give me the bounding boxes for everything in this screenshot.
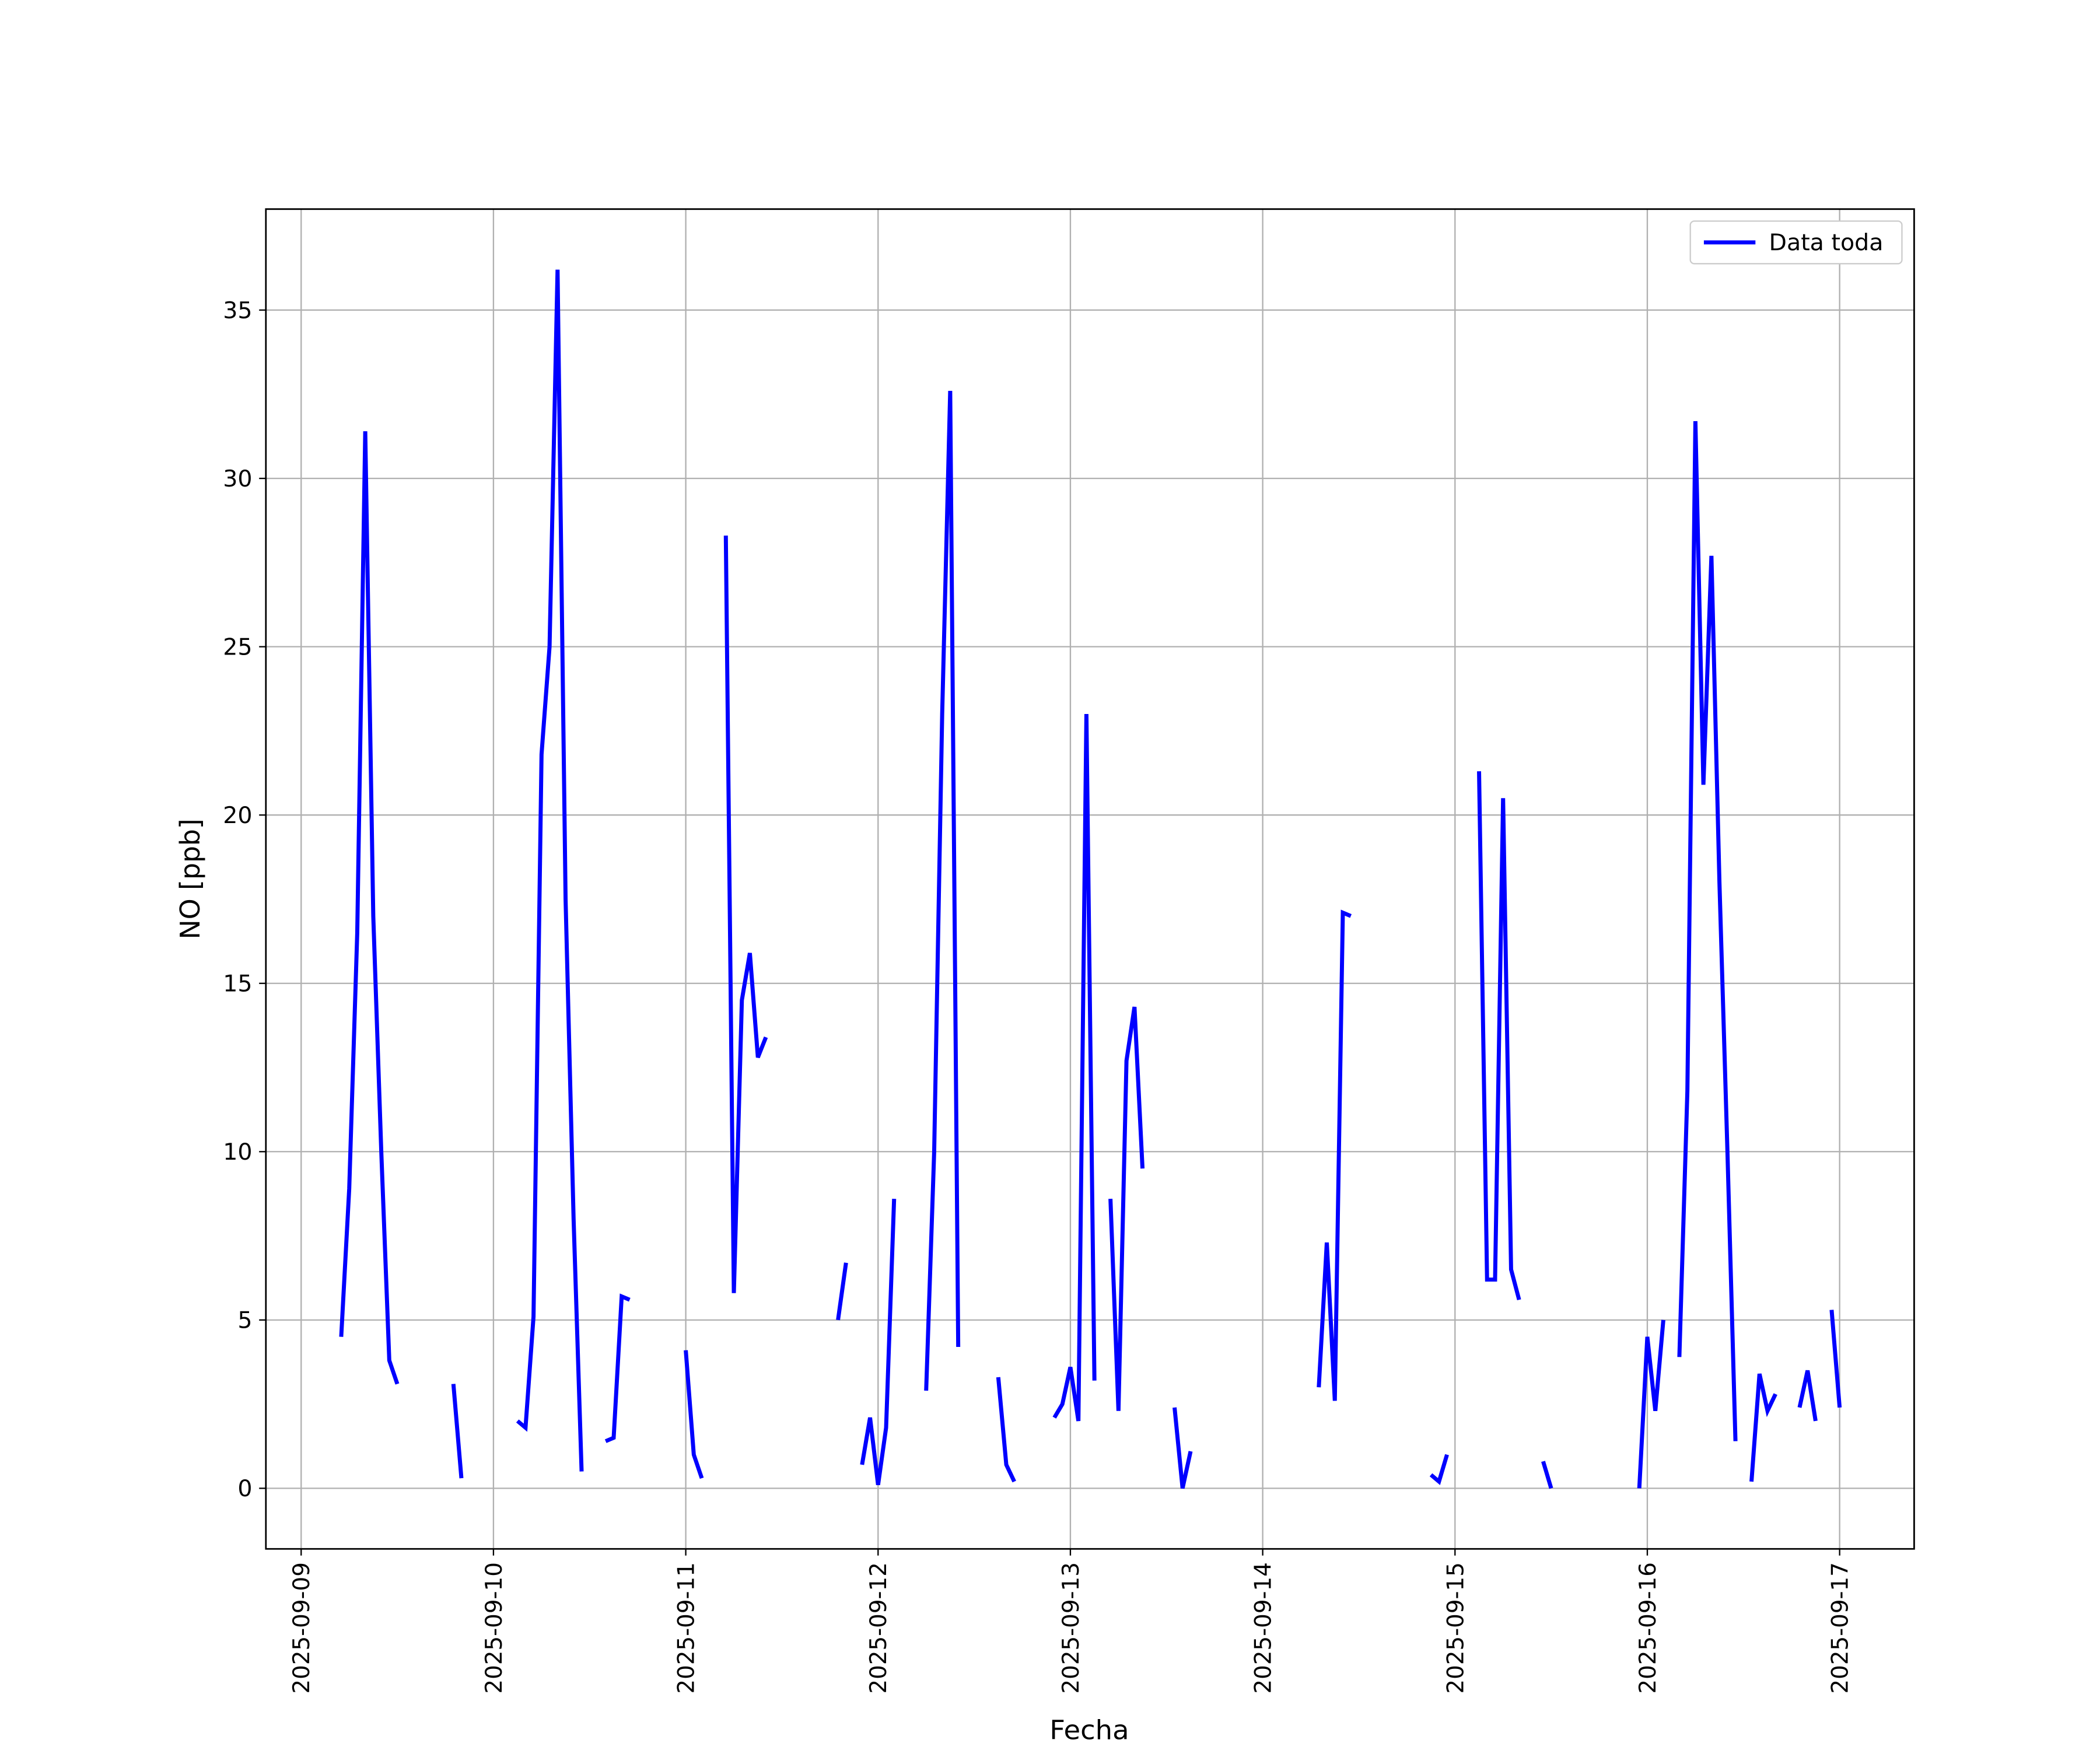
legend-label: Data toda bbox=[1769, 230, 1884, 257]
y-tick-label: 15 bbox=[223, 971, 252, 998]
x-tick-label: 2025-09-10 bbox=[481, 1562, 508, 1693]
y-tick-label: 35 bbox=[223, 298, 252, 324]
y-tick-label: 5 bbox=[237, 1308, 252, 1334]
x-tick-label: 2025-09-11 bbox=[673, 1562, 699, 1693]
x-tick-label: 2025-09-09 bbox=[289, 1562, 315, 1693]
x-tick-label: 2025-09-17 bbox=[1827, 1562, 1853, 1693]
y-axis-label: NO [ppb] bbox=[174, 818, 205, 939]
y-tick-label: 10 bbox=[223, 1139, 252, 1166]
legend-box bbox=[1689, 220, 1903, 265]
x-tick-label: 2025-09-12 bbox=[866, 1562, 892, 1693]
y-tick-label: 20 bbox=[223, 803, 252, 829]
data-line bbox=[339, 270, 1842, 1489]
x-axis-label: Fecha bbox=[1049, 1714, 1129, 1746]
x-tick-label: 2025-09-14 bbox=[1250, 1562, 1276, 1693]
y-tick-label: 0 bbox=[237, 1476, 252, 1502]
x-tick-label: 2025-09-13 bbox=[1058, 1562, 1084, 1693]
y-tick-label: 25 bbox=[223, 635, 252, 661]
x-tick-label: 2025-09-16 bbox=[1635, 1562, 1661, 1693]
y-tick-label: 30 bbox=[223, 466, 252, 492]
x-tick-label: 2025-09-15 bbox=[1443, 1562, 1469, 1693]
plot-frame bbox=[265, 208, 1915, 1550]
